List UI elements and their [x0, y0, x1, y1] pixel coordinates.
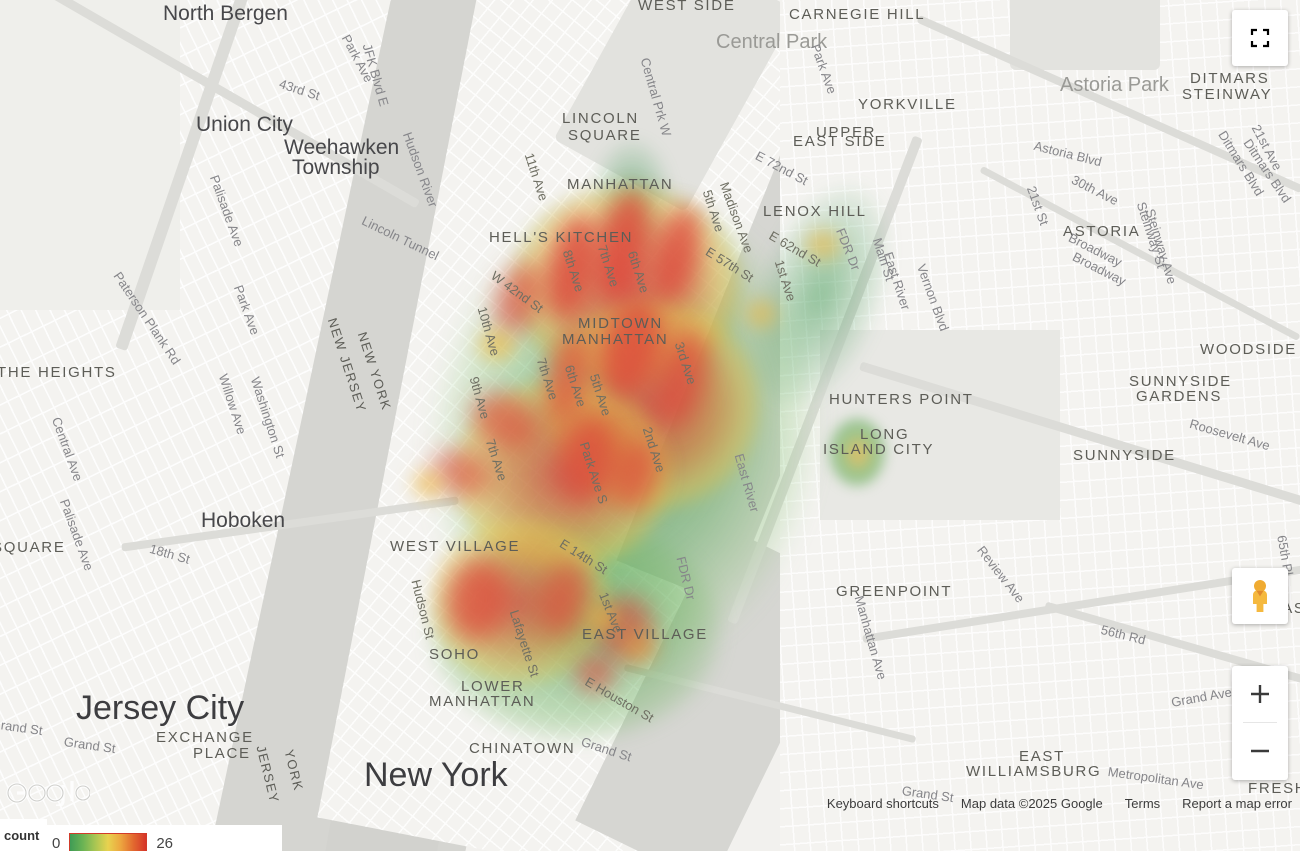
legend-panel: 0 26: [36, 825, 282, 851]
map-label-neighborhoods: MANHATTAN: [567, 176, 674, 193]
map-label-neighborhoods: WOODSIDE: [1200, 341, 1297, 358]
legend-min-value: 0: [52, 835, 61, 851]
map-data-copyright: Map data ©2025 Google: [960, 795, 1103, 811]
map-label-neighborhoods: MANHATTAN: [562, 331, 669, 348]
map-label-neighborhoods: EXCHANGE: [156, 729, 254, 746]
fullscreen-button[interactable]: [1232, 10, 1288, 66]
map-label-neighborhoods: LINCOLN: [562, 110, 639, 127]
map-label-neighborhoods: PLACE: [193, 745, 251, 762]
plus-icon: [1251, 685, 1269, 703]
map-label-neighborhoods: SOHO: [429, 646, 480, 663]
map-label-neighborhoods: UPPER: [816, 124, 877, 141]
map-label-cities: Hoboken: [201, 509, 286, 532]
map-label-cities: Township: [292, 156, 380, 179]
map-label-cities: Weehawken: [284, 136, 400, 159]
zoom-controls[interactable]: [1232, 666, 1288, 780]
map-label-cities: Central Park: [716, 31, 828, 53]
map-label-neighborhoods: GREENPOINT: [836, 583, 953, 600]
legend-title-box: count: [0, 819, 48, 851]
minus-icon: [1251, 749, 1269, 753]
map-label-neighborhoods: MIDTOWN: [578, 315, 663, 332]
map-label-neighborhoods: CARNEGIE HILL: [789, 6, 926, 23]
map-label-neighborhoods: SUNNYSIDE: [1073, 447, 1176, 464]
map-label-neighborhoods: EAST VILLAGE: [582, 626, 709, 643]
map-label-neighborhoods: SQUARE: [568, 127, 642, 144]
zoom-out-button[interactable]: [1232, 723, 1288, 779]
legend-gradient-bar: [69, 833, 148, 851]
pegman-icon: [1253, 580, 1267, 612]
map-label-neighborhoods: STEINWAY: [1182, 86, 1273, 103]
map-label-neighborhoods: YORKVILLE: [858, 96, 957, 113]
map-label-cities: ISLAND CITY: [823, 441, 935, 458]
legend-max-value: 26: [156, 835, 174, 851]
map-label-neighborhoods: HUNTERS POINT: [829, 391, 974, 408]
map-label-neighborhoods: EAST: [1019, 748, 1065, 765]
google-logo: [4, 779, 90, 806]
fullscreen-icon: [1250, 28, 1270, 48]
zoom-divider: [1243, 722, 1277, 723]
map-label-neighborhoods: WILLIAMSBURG: [966, 763, 1102, 780]
heatmap-legend: 0 26 count: [0, 811, 1300, 851]
map-label-neighborhoods: THE HEIGHTS: [0, 364, 117, 381]
map-label-cities: Astoria Park: [1060, 74, 1169, 96]
terms-link[interactable]: Terms: [1124, 795, 1161, 811]
map-label-neighborhoods: FRESH: [1248, 780, 1300, 797]
map-label-cities: Jersey City: [76, 689, 245, 727]
map-label-neighborhoods: SUNNYSIDE: [1129, 373, 1232, 390]
zoom-in-button[interactable]: [1232, 666, 1288, 722]
map-label-neighborhoods: GARDENS: [1136, 388, 1223, 405]
map-label-neighborhoods: ASTORIA: [1063, 223, 1141, 240]
map-label-neighborhoods: DITMARS: [1190, 70, 1270, 87]
map-label-cities: LONG: [860, 426, 910, 443]
map-label-neighborhoods: WEST SIDE: [638, 0, 736, 14]
keyboard-shortcuts-link[interactable]: Keyboard shortcuts: [826, 795, 939, 811]
legend-title: count: [4, 827, 40, 843]
map-label-neighborhoods: LENOX HILL: [763, 203, 867, 220]
map-label-neighborhoods: MANHATTAN: [429, 693, 536, 710]
pegman-button[interactable]: [1232, 568, 1288, 624]
map-label-cities: North Bergen: [163, 2, 288, 25]
map-label-neighborhoods: EAST SIDE: [793, 133, 887, 150]
map-label-cities: New York: [364, 756, 508, 794]
map-label-neighborhoods: SQUARE: [0, 539, 66, 556]
map-label-neighborhoods: HELL'S KITCHEN: [489, 229, 634, 246]
map-label-neighborhoods: LOWER: [461, 678, 525, 695]
attribution-bar: Keyboard shortcuts Map data ©2025 Google…: [0, 794, 1300, 812]
map-label-cities: Union City: [196, 113, 293, 136]
map-label-neighborhoods: WEST VILLAGE: [390, 538, 521, 555]
report-error-link[interactable]: Report a map error: [1182, 795, 1292, 811]
map-label-neighborhoods: CHINATOWN: [469, 740, 576, 757]
